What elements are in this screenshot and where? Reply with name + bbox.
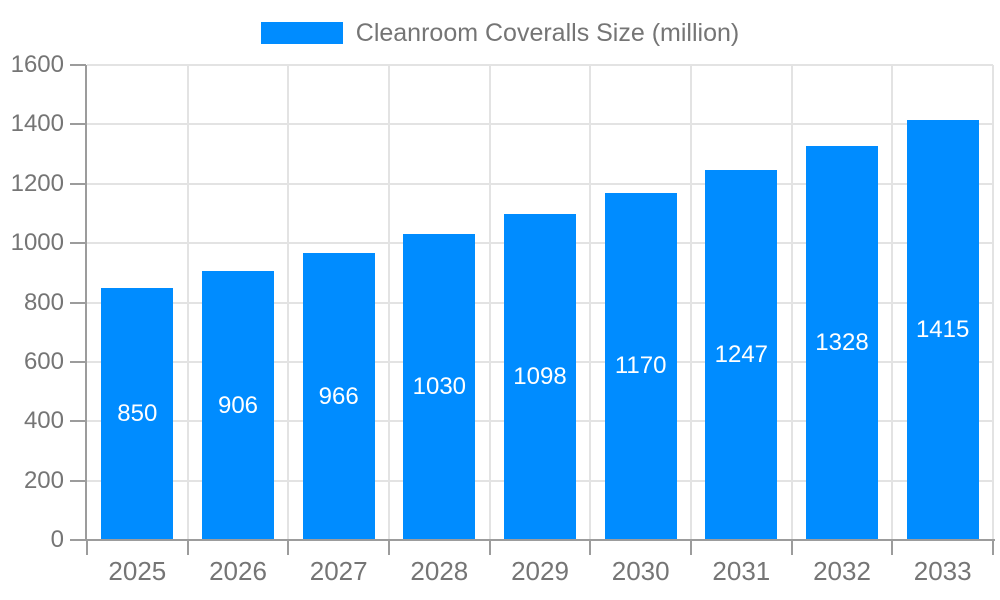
x-tick-label: 2030	[611, 556, 670, 586]
bar[interactable]: 1415	[906, 119, 979, 540]
bar[interactable]: 850	[101, 287, 174, 540]
bar[interactable]: 966	[302, 253, 375, 540]
y-tick-label: 1000	[10, 229, 64, 257]
x-tick-label: 2027	[309, 556, 368, 586]
bar[interactable]: 906	[202, 271, 274, 540]
legend-label: Cleanroom Coveralls Size (million)	[355, 19, 740, 47]
x-tick-mark	[589, 541, 592, 555]
x-tick-mark	[992, 541, 994, 555]
y-tick-mark	[70, 360, 86, 363]
bar[interactable]: 1098	[504, 214, 576, 540]
y-tick-mark	[70, 301, 86, 304]
bar-value-label: 1247	[714, 340, 769, 368]
x-gridline	[388, 65, 390, 540]
bar-value-label: 1098	[513, 363, 567, 391]
x-tick-label: 2025	[108, 556, 167, 586]
x-tick-mark	[186, 541, 189, 555]
y-tick-mark	[70, 420, 86, 423]
plot-area: 850 906 966 1030 1098 1170 1247 1328 1415	[87, 64, 994, 540]
x-tick-mark	[488, 541, 491, 555]
x-gridline	[488, 65, 491, 540]
y-tick-mark	[70, 479, 86, 482]
y-tick-label: 0	[50, 526, 64, 553]
y-gridline	[87, 64, 993, 66]
bar[interactable]: 1170	[604, 192, 677, 540]
y-tick-mark	[70, 539, 86, 541]
bar-value-label: 966	[318, 382, 359, 410]
legend-item[interactable]: Cleanroom Coveralls Size (million)	[260, 17, 740, 49]
y-tick-label: 800	[23, 288, 64, 316]
y-tick-mark	[70, 182, 86, 185]
bar-value-label: 850	[117, 399, 158, 427]
x-tick-label: 2031	[712, 556, 771, 586]
x-tick-mark	[287, 541, 290, 555]
bar[interactable]: 1247	[705, 169, 778, 540]
bar-value-label: 906	[217, 391, 259, 419]
y-gridline	[87, 123, 993, 126]
y-tick-mark	[70, 123, 86, 126]
x-gridline	[790, 65, 793, 540]
y-tick-mark	[70, 242, 86, 245]
x-gridline	[186, 65, 189, 540]
bar[interactable]: 1328	[806, 145, 878, 540]
y-tick-mark	[70, 64, 86, 66]
x-tick-mark	[891, 541, 894, 555]
bar-value-label: 1328	[815, 328, 869, 356]
x-tick-mark	[86, 541, 88, 555]
x-tick-mark	[388, 541, 390, 555]
y-tick-label: 200	[23, 466, 64, 494]
bar-value-label: 1170	[614, 352, 667, 380]
x-gridline	[992, 65, 994, 540]
x-axis-line	[85, 539, 995, 541]
x-tick-mark	[690, 541, 692, 555]
x-tick-mark	[790, 541, 793, 555]
y-tick-label: 600	[23, 347, 64, 375]
x-gridline	[589, 65, 592, 540]
y-tick-label: 1200	[10, 169, 64, 197]
legend-swatch-icon	[260, 22, 343, 44]
x-tick-label: 2028	[410, 556, 469, 586]
bar[interactable]: 1030	[403, 234, 476, 540]
x-gridline	[287, 65, 290, 540]
bar-value-label: 1415	[915, 315, 970, 343]
x-gridline	[891, 65, 894, 540]
y-gridline	[87, 182, 993, 185]
legend: Cleanroom Coveralls Size (million)	[0, 17, 1000, 49]
y-tick-label: 1600	[10, 51, 64, 78]
y-tick-label: 1400	[10, 110, 64, 138]
x-tick-label: 2033	[913, 556, 972, 586]
y-tick-label: 400	[23, 407, 64, 435]
x-gridline	[690, 65, 692, 540]
y-axis-line	[85, 65, 87, 541]
bar-value-label: 1030	[412, 373, 467, 401]
x-tick-label: 2029	[511, 556, 569, 586]
x-tick-label: 2032	[813, 556, 871, 586]
x-tick-label: 2026	[209, 556, 267, 586]
